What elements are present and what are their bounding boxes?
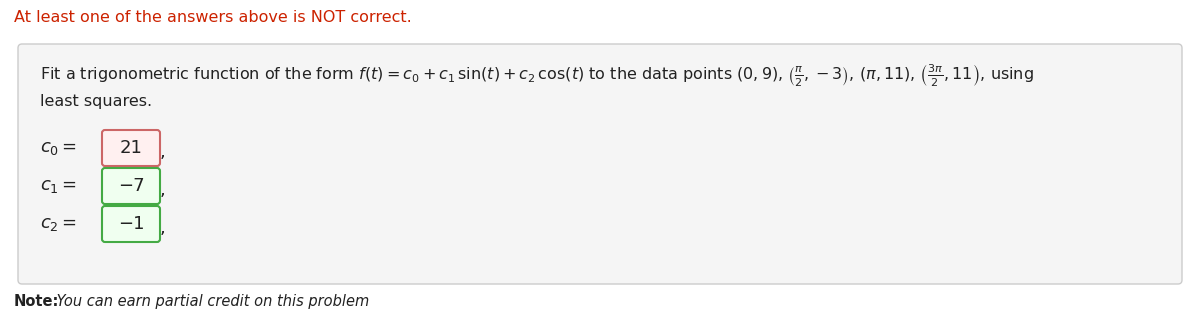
Text: ,: ,	[160, 143, 166, 161]
Text: Note:: Note:	[14, 294, 59, 309]
Text: −1: −1	[118, 215, 144, 233]
FancyBboxPatch shape	[18, 44, 1182, 284]
Text: $c_2 =$: $c_2 =$	[40, 215, 77, 233]
Text: At least one of the answers above is NOT correct.: At least one of the answers above is NOT…	[14, 10, 412, 25]
FancyBboxPatch shape	[102, 168, 160, 204]
FancyBboxPatch shape	[102, 130, 160, 166]
Text: least squares.: least squares.	[40, 94, 152, 109]
Text: You can earn partial credit on this problem: You can earn partial credit on this prob…	[52, 294, 370, 309]
Text: $c_1 =$: $c_1 =$	[40, 177, 77, 195]
Text: ,: ,	[160, 219, 166, 237]
Text: −7: −7	[118, 177, 144, 195]
Text: 21: 21	[120, 139, 143, 157]
Text: ,: ,	[160, 181, 166, 199]
Text: Fit a trigonometric function of the form $f(t) = c_0 + c_1\,\sin(t) + c_2\,\cos(: Fit a trigonometric function of the form…	[40, 62, 1034, 88]
FancyBboxPatch shape	[102, 206, 160, 242]
Text: $c_0 =$: $c_0 =$	[40, 139, 77, 157]
